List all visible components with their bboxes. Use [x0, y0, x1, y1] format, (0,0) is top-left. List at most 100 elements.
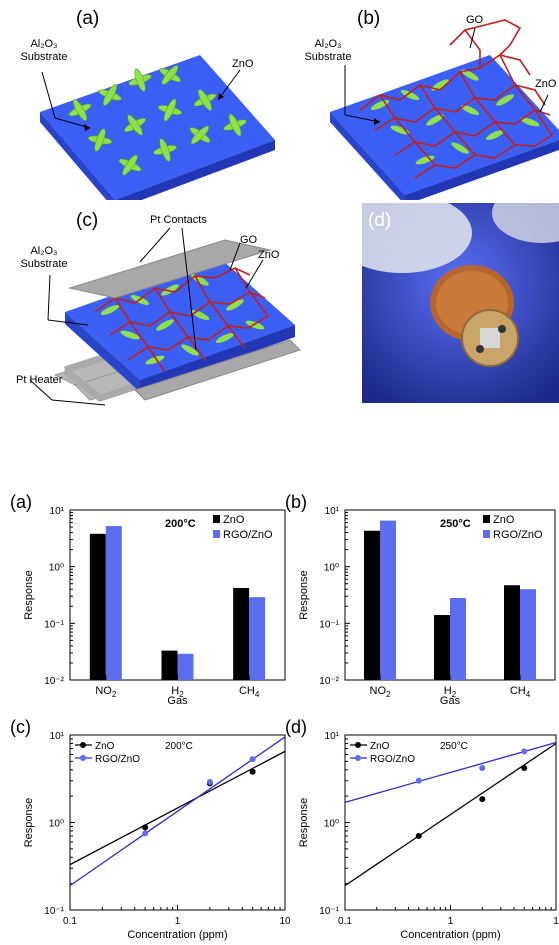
- bar-rgo-zno: [520, 589, 536, 680]
- legend-swatch: [213, 515, 220, 523]
- photo-illustration: [362, 203, 559, 403]
- y-tick-label: 10⁻¹: [44, 906, 64, 917]
- y-axis-label: Response: [298, 798, 310, 848]
- go-label-c: GO: [240, 234, 258, 246]
- data-point-rgo-zno: [521, 748, 528, 755]
- y-tick-label: 10⁻¹: [319, 619, 339, 630]
- y-tick-label: 10⁻¹: [44, 619, 64, 630]
- x-axis-label: Concentration (ppm): [400, 929, 500, 941]
- y-tick-label: 10⁻¹: [319, 906, 339, 917]
- substrate-label-a: Al₂O₃ Substrate: [20, 38, 68, 63]
- zno-nanorods: [68, 65, 247, 176]
- x-axis-label: Gas: [167, 695, 188, 707]
- x-tick-label: CH4: [510, 685, 531, 699]
- legend-label: ZnO: [95, 741, 115, 752]
- data-point-zno: [249, 768, 256, 775]
- y-tick-label: 10¹: [50, 731, 65, 742]
- bar-zno: [161, 650, 178, 680]
- data-point-rgo-zno: [415, 777, 422, 784]
- y-tick-label: 10⁰: [49, 563, 64, 574]
- zno-label-a: ZnO: [232, 58, 254, 70]
- legend-marker: [80, 755, 86, 761]
- y-axis-label: Response: [298, 570, 310, 620]
- bar-rgo-zno: [249, 597, 266, 680]
- data-point-zno: [479, 796, 486, 803]
- panel-d-label: (d): [368, 210, 392, 231]
- panel-b-label: (b): [357, 8, 381, 29]
- x-tick-label: NO2: [95, 685, 117, 699]
- line-chart-200c: (c) 10⁻¹ 10⁰ 10¹ Response 0.1 1 10 Concentration…: [10, 717, 290, 941]
- y-tick-label: 10¹: [325, 506, 340, 517]
- bar-rgo-zno: [177, 653, 194, 680]
- schematic-a: [40, 55, 275, 200]
- x-axis-label: Concentration (ppm): [127, 929, 227, 941]
- x-tick-label: NO2: [370, 685, 392, 699]
- data-point-rgo-zno: [142, 830, 149, 837]
- bar-zno: [233, 588, 250, 680]
- y-axis-label: Response: [23, 570, 35, 620]
- legend-marker: [355, 755, 361, 761]
- bar-zno: [504, 585, 520, 680]
- y-tick-label: 10⁰: [324, 819, 339, 830]
- x-tick-label: 1: [175, 916, 181, 927]
- substrate-label-b: Al₂O₃ Substrate: [304, 38, 352, 63]
- temperature-annotation: 250°C: [440, 741, 468, 752]
- legend-marker: [80, 742, 86, 748]
- x-tick-label: H2: [444, 685, 457, 699]
- zno-label-c: ZnO: [258, 249, 280, 261]
- legend-label: RGO/ZnO: [223, 529, 273, 541]
- x-tick-label: 0.1: [338, 916, 352, 927]
- data-point-rgo-zno: [479, 764, 486, 771]
- panel-a-label: (a): [76, 8, 100, 29]
- data-point-zno: [142, 824, 149, 831]
- zno-label-b: ZnO: [535, 78, 557, 90]
- legend-label: ZnO: [370, 741, 390, 752]
- panel-label: (a): [10, 492, 32, 512]
- legend-swatch: [213, 530, 220, 538]
- go-network: [359, 19, 553, 179]
- bar-chart-200c: (a) 10⁻² 10⁻¹ 10⁰ 10¹ Response NO2 H2 CH4 Gas 200°…: [10, 492, 286, 707]
- data-point-rgo-zno: [206, 779, 213, 786]
- temperature-annotation: 200°C: [165, 518, 196, 530]
- y-tick-label: 10⁰: [49, 819, 64, 830]
- x-tick-label: CH4: [239, 685, 260, 699]
- legend-label: RGO/ZnO: [493, 529, 543, 541]
- legend-marker: [355, 742, 361, 748]
- zno-nanorods: [370, 69, 540, 165]
- bar-zno: [434, 615, 450, 680]
- panel-label: (b): [285, 492, 307, 512]
- x-tick-label: 1: [553, 916, 559, 927]
- bar-zno: [364, 530, 380, 680]
- fit-line-zno: [69, 750, 286, 866]
- bar-zno: [89, 533, 106, 680]
- y-axis-label: Response: [23, 798, 35, 848]
- go-network: [94, 267, 269, 373]
- bar-chart-250c: (b) 10⁻² 10⁻¹ 10⁰ 10¹ Response NO2 H2 CH4 Gas 250°…: [285, 492, 556, 707]
- x-tick-label: H2: [171, 685, 184, 699]
- x-tick-label: 1: [448, 916, 454, 927]
- bar-rgo-zno: [105, 526, 122, 680]
- go-label-b: GO: [466, 14, 484, 26]
- legend-swatch: [483, 515, 490, 523]
- legend-swatch: [483, 530, 490, 538]
- panel-c-label: (c): [76, 210, 99, 231]
- y-tick-label: 10⁻²: [44, 676, 64, 687]
- bar-rgo-zno: [450, 597, 466, 680]
- y-tick-label: 10¹: [50, 506, 65, 517]
- pt-heater-label: Pt Heater: [16, 374, 63, 386]
- legend-label: ZnO: [223, 514, 245, 526]
- line-chart-250c: (d) 10⁻¹ 10⁰ 10¹ Response 0.1 1 1 Concentration …: [285, 717, 559, 941]
- legend-label: RGO/ZnO: [370, 754, 415, 765]
- panel-label: (d): [285, 717, 307, 737]
- fit-line-rgo-zno: [344, 741, 557, 803]
- data-point-zno: [521, 764, 528, 771]
- x-tick-label: 10: [279, 916, 290, 927]
- fit-line-rgo-zno: [69, 736, 286, 887]
- legend-label: ZnO: [493, 514, 515, 526]
- fit-line-zno: [344, 742, 557, 887]
- y-tick-label: 10¹: [325, 731, 340, 742]
- y-tick-label: 10⁰: [324, 563, 339, 574]
- x-tick-label: 0.1: [63, 916, 77, 927]
- legend-label: RGO/ZnO: [95, 754, 140, 765]
- temperature-annotation: 250°C: [440, 518, 471, 530]
